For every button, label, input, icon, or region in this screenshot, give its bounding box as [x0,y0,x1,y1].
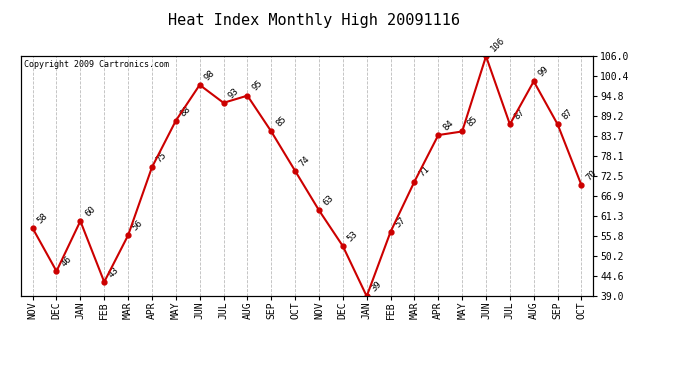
Text: 84: 84 [441,118,455,132]
Text: 93: 93 [226,86,240,100]
Text: Heat Index Monthly High 20091116: Heat Index Monthly High 20091116 [168,13,460,28]
Text: 75: 75 [155,150,168,165]
Text: 99: 99 [537,64,551,78]
Text: 71: 71 [417,165,431,179]
Text: 39: 39 [369,279,384,294]
Text: 98: 98 [202,68,217,82]
Text: 46: 46 [59,254,73,268]
Text: 56: 56 [131,219,145,232]
Text: 70: 70 [584,168,598,182]
Text: Copyright 2009 Cartronics.com: Copyright 2009 Cartronics.com [23,60,168,69]
Text: 63: 63 [322,194,336,207]
Text: 60: 60 [83,204,97,218]
Text: 87: 87 [560,108,574,122]
Text: 95: 95 [250,79,264,93]
Text: 85: 85 [274,115,288,129]
Text: 74: 74 [298,154,312,168]
Text: 87: 87 [513,108,526,122]
Text: 53: 53 [346,230,359,243]
Text: 85: 85 [465,115,479,129]
Text: 88: 88 [179,104,193,118]
Text: 57: 57 [393,215,407,229]
Text: 43: 43 [107,265,121,279]
Text: 106: 106 [489,36,506,54]
Text: 58: 58 [35,211,50,225]
